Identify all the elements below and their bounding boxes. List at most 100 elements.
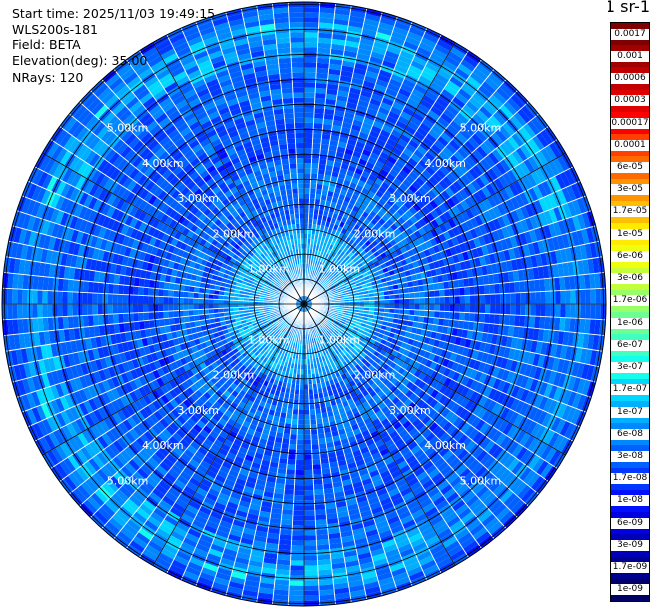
range-bin [274, 410, 281, 418]
range-bin [443, 318, 450, 327]
range-bin [313, 484, 324, 490]
range-bin [318, 209, 324, 216]
range-bin [206, 553, 222, 563]
range-bin [556, 403, 568, 419]
range-bin [403, 40, 419, 52]
range-bin [338, 520, 352, 528]
range-bin [323, 247, 329, 254]
range-bin [329, 333, 335, 340]
range-bin [537, 266, 545, 280]
range-bin [500, 335, 508, 347]
range-bin [405, 343, 413, 352]
ray [304, 2, 320, 304]
range-bin [520, 256, 528, 270]
range-bin [329, 250, 335, 257]
range-bin [247, 357, 254, 364]
range-bin [304, 37, 318, 43]
range-bin [268, 409, 276, 416]
range-bin [313, 337, 317, 343]
range-bin [81, 429, 93, 444]
range-bin [430, 388, 440, 399]
range-bin [165, 401, 175, 412]
range-bin [399, 182, 409, 192]
range-bin [414, 252, 422, 261]
range-bin [264, 339, 271, 346]
range-bin [304, 243, 308, 249]
range-bin [495, 293, 501, 304]
range-bin [280, 326, 285, 332]
range-bin [332, 435, 341, 442]
range-bin [331, 38, 346, 46]
range-bin [394, 438, 405, 448]
range-bin [371, 417, 381, 427]
range-bin [244, 432, 254, 441]
range-bin [273, 351, 279, 358]
range-bin [160, 394, 170, 405]
range-bin [465, 494, 480, 508]
range-bin [319, 453, 329, 460]
range-bin [448, 413, 459, 425]
range-bin [242, 589, 259, 598]
range-bin [352, 150, 362, 159]
range-bin [156, 377, 165, 388]
range-bin [350, 124, 362, 132]
range-bin [481, 81, 496, 95]
range-bin [589, 319, 596, 335]
range-bin [300, 369, 304, 375]
range-bin [343, 269, 349, 275]
range-bin [282, 321, 288, 327]
range-bin [470, 416, 482, 429]
range-bin [266, 341, 273, 348]
range-bin [483, 385, 493, 398]
range-bin [436, 325, 444, 334]
range-bin [327, 78, 340, 86]
range-bin [370, 51, 385, 60]
range-bin [529, 201, 539, 216]
range-bin [350, 271, 357, 277]
range-bin [449, 335, 457, 345]
range-bin [295, 454, 304, 461]
range-bin [304, 67, 317, 73]
range-bin [276, 347, 282, 354]
range-bin [592, 257, 600, 274]
range-bin [289, 388, 296, 395]
range-bin [312, 464, 322, 470]
range-bin [446, 158, 458, 170]
range-bin [433, 457, 446, 469]
range-bin [308, 389, 314, 395]
range-bin [480, 437, 492, 450]
range-bin [414, 163, 426, 174]
range-bin [383, 177, 393, 186]
range-bin [319, 322, 325, 328]
range-bin [376, 572, 393, 582]
range-bin [474, 214, 484, 227]
range-bin [408, 26, 425, 38]
range-bin [241, 532, 255, 541]
range-bin [111, 399, 121, 413]
range-bin [201, 567, 217, 577]
range-bin [371, 46, 387, 56]
range-bin [435, 499, 449, 511]
range-bin [385, 115, 398, 125]
range-bin [418, 250, 427, 259]
range-bin [258, 438, 268, 445]
range-bin [534, 380, 544, 395]
range-bin [358, 505, 371, 514]
range-bin [409, 116, 422, 127]
range-bin [435, 267, 442, 276]
range-bin [348, 342, 355, 348]
range-bin [530, 422, 542, 438]
range-bin [205, 492, 219, 502]
range-bin [433, 282, 440, 291]
range-bin [320, 268, 325, 274]
range-bin [320, 458, 330, 465]
range-bin [364, 239, 372, 247]
range-bin [441, 326, 449, 335]
range-bin [435, 332, 442, 341]
range-bin [288, 585, 304, 591]
range-bin [423, 336, 431, 345]
range-bin [203, 524, 218, 535]
range-bin [202, 455, 214, 466]
range-bin [382, 164, 392, 174]
range-bin [425, 418, 435, 429]
